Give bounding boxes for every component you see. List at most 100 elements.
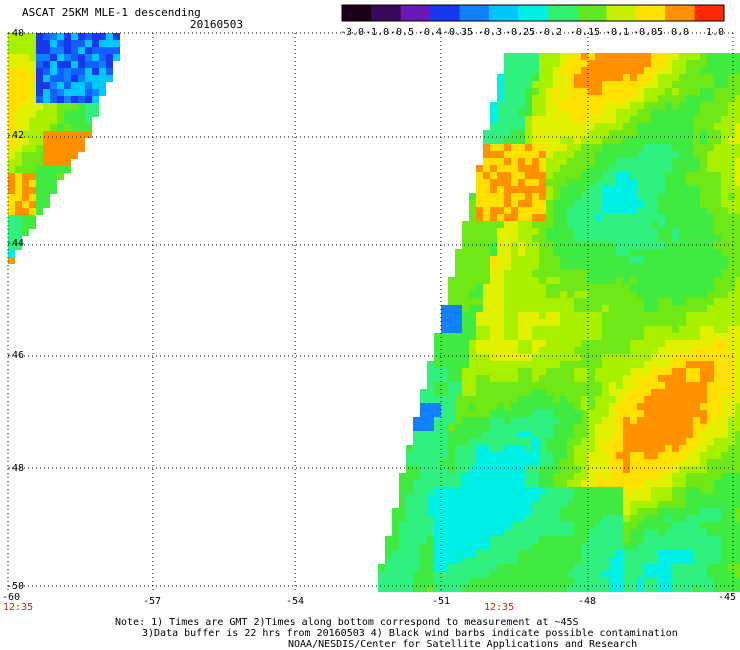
data-cell (714, 361, 721, 368)
data-cell (623, 95, 630, 102)
data-cell (539, 326, 546, 333)
data-cell (707, 263, 714, 270)
data-cell (532, 417, 539, 424)
data-cell (448, 326, 455, 333)
data-cell (700, 529, 707, 536)
data-cell (476, 452, 483, 459)
data-cell (469, 228, 476, 235)
data-cell (518, 480, 525, 487)
data-cell (532, 228, 539, 235)
data-cell (686, 235, 693, 242)
data-cell (567, 403, 574, 410)
colorbar-frame (341, 4, 725, 22)
data-cell (8, 145, 15, 152)
data-cell (483, 466, 490, 473)
data-cell (714, 494, 721, 501)
data-cell (483, 543, 490, 550)
data-cell (413, 543, 420, 550)
data-cell (476, 494, 483, 501)
data-cell (511, 452, 518, 459)
data-cell (616, 137, 623, 144)
data-cell (546, 67, 553, 74)
data-cell (686, 564, 693, 571)
data-cell (707, 165, 714, 172)
data-cell (728, 60, 735, 67)
data-cell (413, 438, 420, 445)
data-cell (672, 417, 679, 424)
data-cell (630, 200, 637, 207)
data-cell (490, 228, 497, 235)
data-cell (455, 536, 462, 543)
data-cell (700, 333, 707, 340)
data-cell (546, 172, 553, 179)
data-cell (483, 130, 490, 137)
data-cell (735, 389, 740, 396)
data-cell (71, 89, 78, 96)
data-cell (497, 396, 504, 403)
data-cell (504, 123, 511, 130)
data-cell (658, 452, 665, 459)
data-cell (721, 459, 728, 466)
data-cell (665, 564, 672, 571)
data-cell (392, 508, 399, 515)
data-cell (567, 333, 574, 340)
data-cell (448, 396, 455, 403)
data-cell (679, 522, 686, 529)
data-cell (427, 375, 434, 382)
data-cell (595, 53, 602, 60)
data-cell (609, 130, 616, 137)
data-cell (700, 410, 707, 417)
data-cell (637, 109, 644, 116)
data-cell (497, 466, 504, 473)
data-cell (92, 89, 99, 96)
data-cell (8, 187, 15, 194)
data-cell (511, 564, 518, 571)
data-cell (707, 158, 714, 165)
data-cell (525, 361, 532, 368)
data-cell (546, 340, 553, 347)
data-cell (651, 130, 658, 137)
data-cell (735, 522, 740, 529)
data-cell (476, 200, 483, 207)
data-cell (36, 75, 43, 82)
data-cell (721, 564, 728, 571)
data-cell (602, 487, 609, 494)
data-cell (455, 403, 462, 410)
data-cell (385, 578, 392, 585)
data-cell (378, 571, 385, 578)
data-cell (574, 403, 581, 410)
data-cell (595, 200, 602, 207)
data-cell (539, 389, 546, 396)
data-cell (623, 214, 630, 221)
data-cell (525, 487, 532, 494)
data-cell (462, 522, 469, 529)
data-cell (700, 81, 707, 88)
data-cell (665, 578, 672, 585)
data-cell (609, 557, 616, 564)
data-cell (483, 585, 490, 592)
data-cell (462, 473, 469, 480)
data-cell (644, 515, 651, 522)
data-cell (609, 445, 616, 452)
data-cell (686, 298, 693, 305)
data-cell (623, 543, 630, 550)
data-cell (679, 452, 686, 459)
data-cell (539, 354, 546, 361)
data-cell (616, 585, 623, 592)
data-cell (36, 124, 43, 131)
data-cell (714, 242, 721, 249)
data-cell (707, 249, 714, 256)
data-cell (525, 165, 532, 172)
data-cell (448, 550, 455, 557)
data-cell (728, 431, 735, 438)
data-cell (8, 68, 15, 75)
data-cell (553, 585, 560, 592)
data-cell (693, 263, 700, 270)
data-cell (85, 40, 92, 47)
data-cell (658, 431, 665, 438)
data-cell (665, 382, 672, 389)
data-cell (672, 403, 679, 410)
data-cell (595, 501, 602, 508)
colorbar-segment (430, 5, 461, 21)
data-cell (707, 172, 714, 179)
